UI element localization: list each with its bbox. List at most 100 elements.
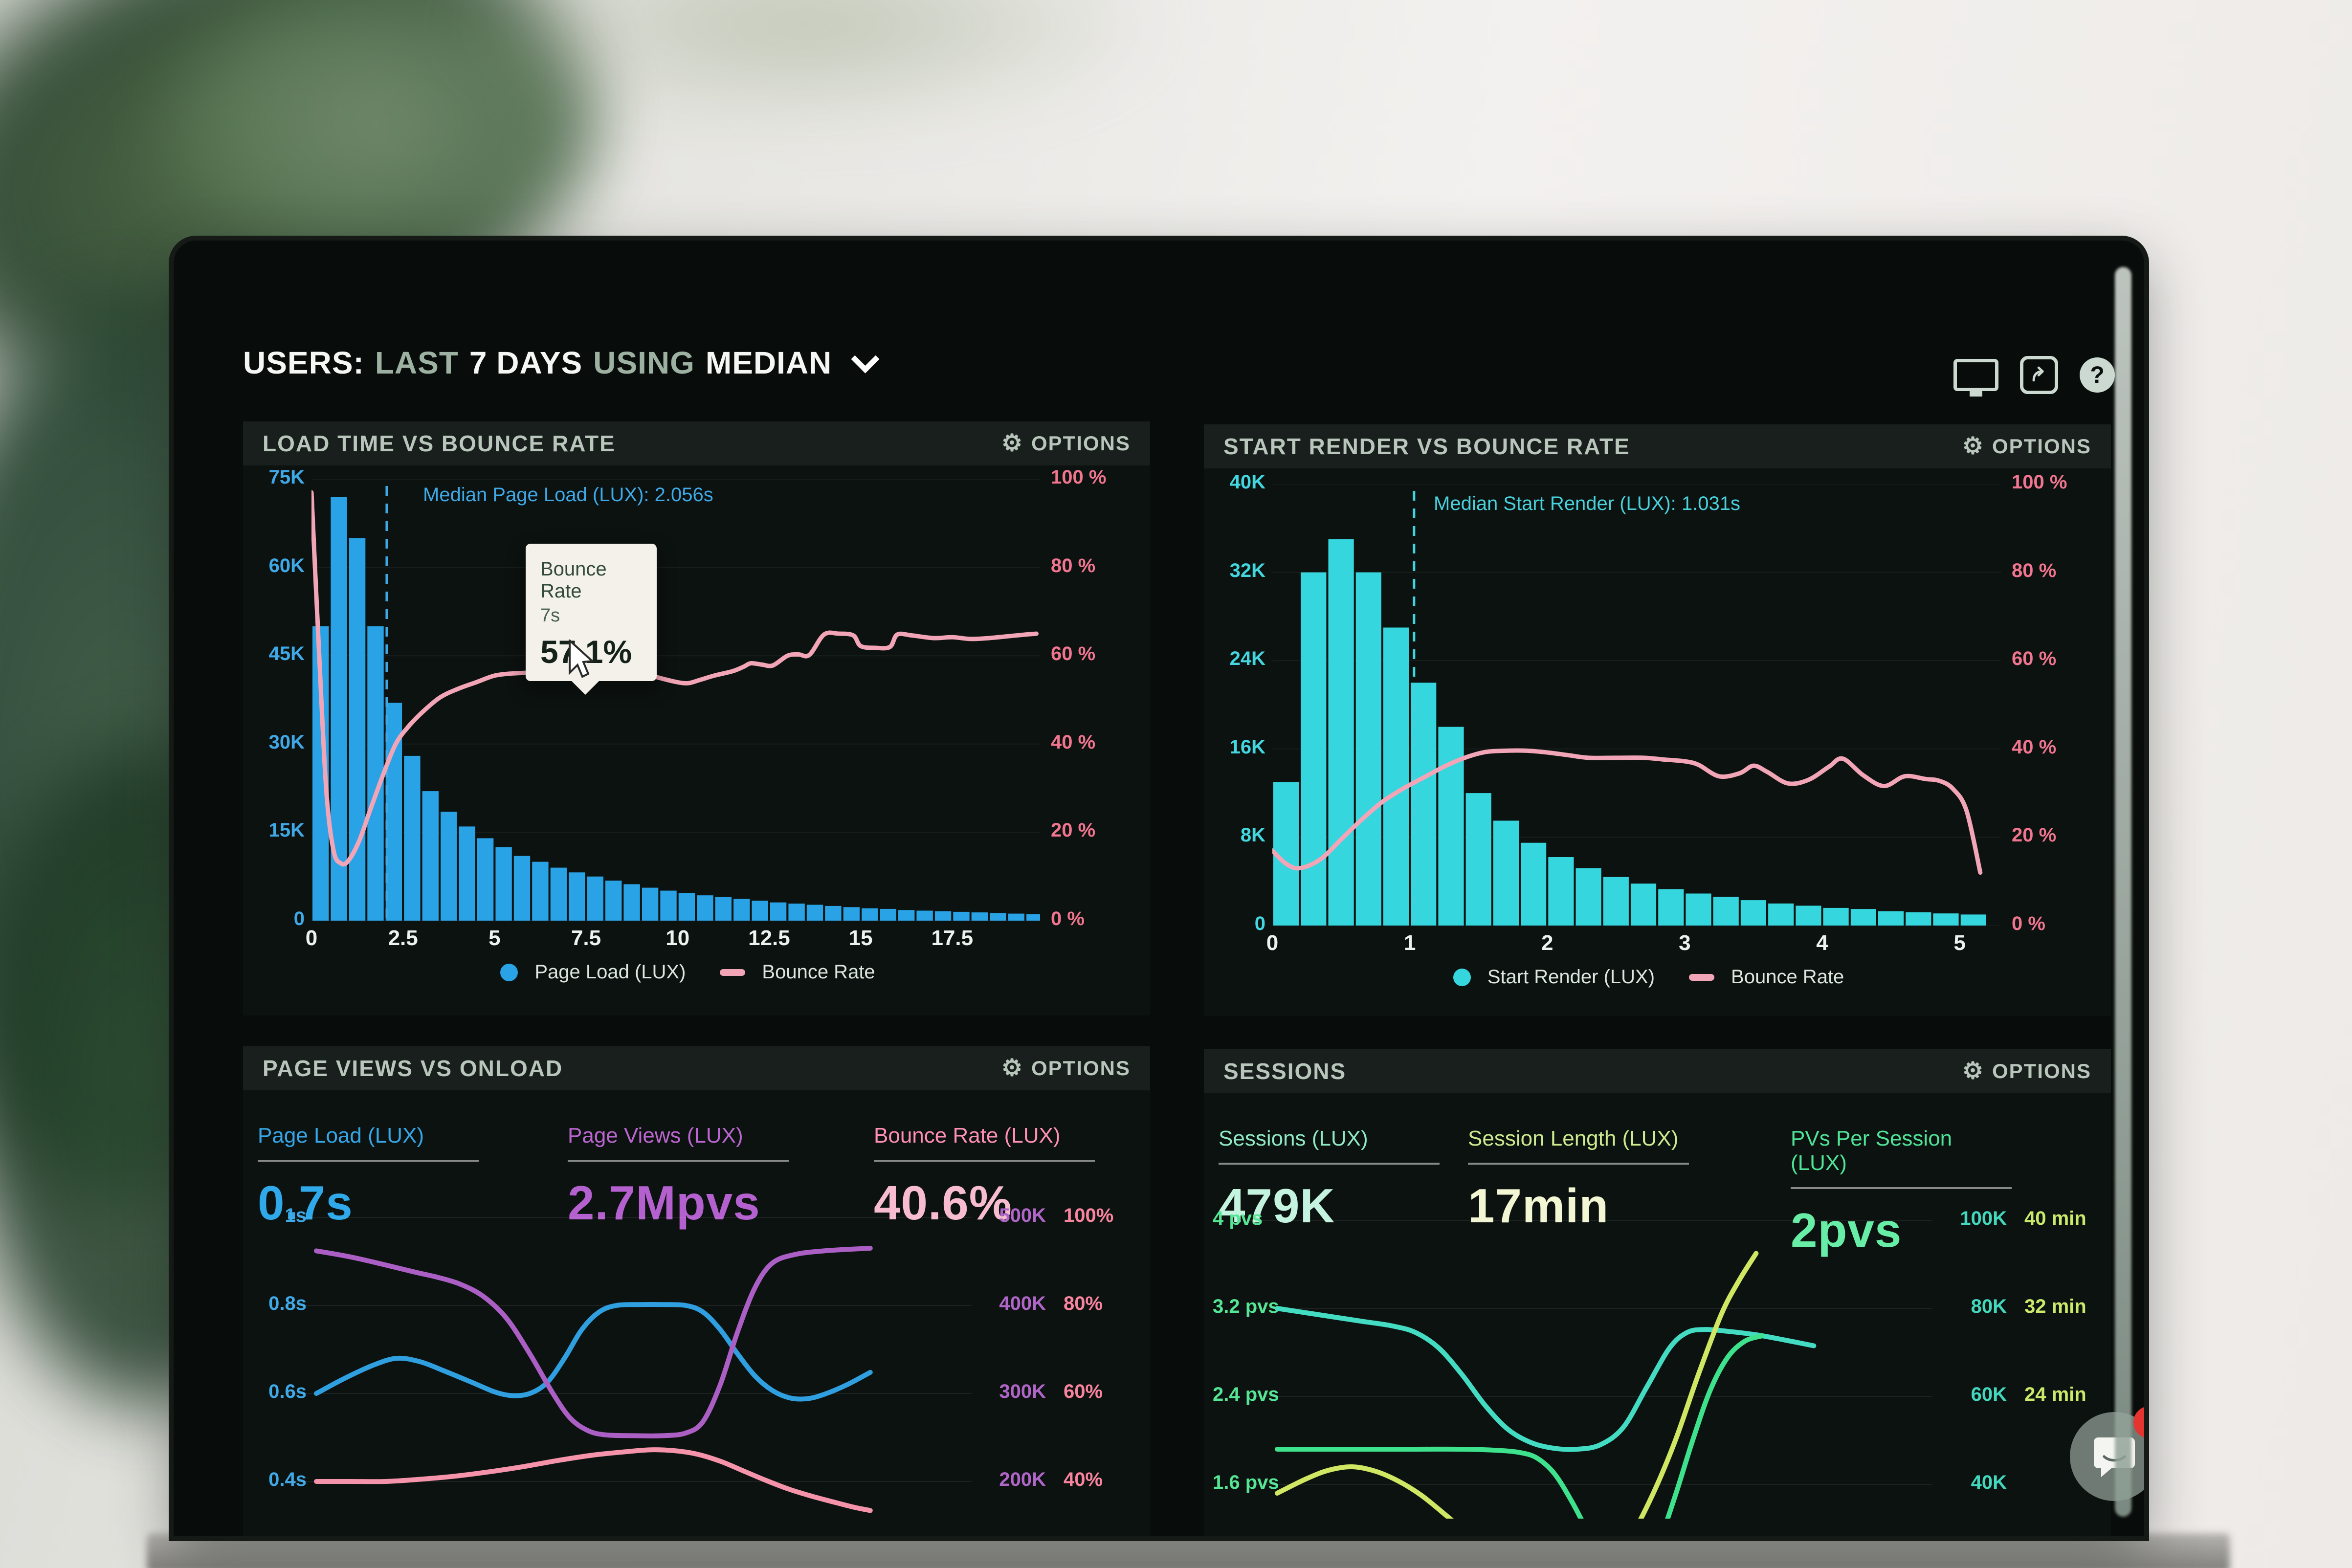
histogram-bar[interactable] — [1630, 883, 1657, 926]
histogram-bar[interactable] — [1878, 911, 1904, 926]
histogram-bar[interactable] — [495, 847, 512, 921]
histogram-bar[interactable] — [1960, 914, 1986, 926]
legend-label: Bounce Rate — [762, 961, 875, 983]
histogram-bar[interactable] — [1713, 897, 1739, 926]
histogram-bar[interactable] — [1906, 912, 1931, 926]
histogram-bar[interactable] — [862, 908, 878, 921]
histogram-bar[interactable] — [788, 904, 805, 921]
histogram-bar[interactable] — [349, 538, 366, 921]
histogram-bar[interactable] — [806, 905, 823, 921]
help-icon[interactable]: ? — [2080, 357, 2115, 393]
histogram-bar[interactable] — [623, 884, 640, 921]
histogram-bar[interactable] — [752, 901, 768, 921]
histogram-bar[interactable] — [1383, 627, 1409, 926]
histogram-bar[interactable] — [1796, 905, 1821, 926]
histogram-bar[interactable] — [880, 908, 896, 921]
histogram-bar[interactable] — [550, 867, 567, 921]
legend-dash-bounce-rate[interactable] — [1689, 973, 1715, 981]
histogram-bar[interactable] — [825, 905, 842, 921]
histogram-bar[interactable] — [367, 626, 384, 921]
series-line-k100[interactable] — [1275, 1306, 1817, 1452]
histogram-bar[interactable] — [953, 911, 970, 921]
histogram-bar[interactable] — [1686, 893, 1711, 926]
histogram-bar[interactable] — [587, 876, 603, 921]
series-line-sec[interactable] — [314, 1302, 873, 1402]
histogram-bar[interactable] — [459, 826, 475, 921]
metric-session-length[interactable]: Session Length (LUX) 17min — [1468, 1126, 1689, 1234]
histogram-bar[interactable] — [1658, 889, 1684, 926]
chevron-down-icon[interactable] — [851, 345, 880, 373]
bounce-rate-line[interactable] — [311, 490, 1039, 867]
histogram-bar[interactable] — [934, 911, 952, 921]
histogram-bar[interactable] — [733, 899, 750, 921]
axis-tick: 32 min — [2024, 1296, 2086, 1317]
histogram-bar[interactable] — [1521, 842, 1547, 926]
display-icon[interactable] — [1953, 359, 1998, 397]
metric-page-load[interactable]: Page Load (LUX) 0.7s — [258, 1124, 479, 1231]
histogram-plot[interactable] — [311, 479, 1040, 921]
metric-sessions[interactable]: Sessions (LUX) 479K — [1219, 1126, 1440, 1234]
options-button[interactable]: ⚙ OPTIONS — [1962, 435, 2091, 458]
metric-page-views[interactable]: Page Views (LUX) 2.7Mpvs — [568, 1124, 789, 1231]
dashboard-title[interactable]: USERS: LAST 7 DAYS USING MEDIAN — [243, 338, 880, 387]
histogram-bar[interactable] — [990, 913, 1006, 921]
options-button[interactable]: ⚙ OPTIONS — [1001, 1057, 1131, 1080]
series-line-k500[interactable] — [314, 1246, 873, 1438]
legend-dot-page-load[interactable] — [500, 963, 518, 981]
legend-label: Start Render (LUX) — [1487, 966, 1655, 988]
histogram-bar[interactable] — [404, 755, 421, 921]
axis-tick: 60 % — [1051, 643, 1096, 665]
series-line-min[interactable] — [1275, 1251, 1759, 1519]
line-chart-plot[interactable] — [287, 1193, 972, 1516]
histogram-bar[interactable] — [1008, 913, 1024, 921]
options-button[interactable]: ⚙ OPTIONS — [1962, 1060, 2091, 1083]
metric-value: 0.7s — [258, 1176, 353, 1230]
histogram-bar[interactable] — [642, 887, 659, 921]
histogram-bar[interactable] — [660, 890, 677, 921]
line-chart-plot[interactable] — [1248, 1196, 1932, 1519]
axis-tick: 60K — [268, 554, 305, 576]
x-axis-tick: 0 — [305, 926, 318, 950]
histogram-bar[interactable] — [697, 895, 713, 921]
histogram-bar[interactable] — [532, 861, 549, 921]
bounce-rate-line[interactable] — [1272, 748, 1983, 875]
share-icon[interactable] — [2020, 356, 2058, 394]
histogram-bar[interactable] — [843, 907, 860, 921]
histogram-bar[interactable] — [441, 812, 457, 921]
histogram-bar[interactable] — [513, 856, 531, 921]
histogram-bar[interactable] — [715, 897, 732, 921]
histogram-bar[interactable] — [569, 872, 585, 921]
histogram-bar[interactable] — [1768, 903, 1794, 926]
options-button[interactable]: ⚙ OPTIONS — [1001, 432, 1131, 455]
histogram-bar[interactable] — [1328, 539, 1354, 926]
histogram-bar[interactable] — [1465, 793, 1491, 926]
histogram-bar[interactable] — [1438, 727, 1464, 926]
histogram-bar[interactable] — [898, 910, 915, 921]
legend-dot-start-render[interactable] — [1453, 968, 1471, 986]
metric-pvs-per-session[interactable]: PVs Per Session (LUX) 2pvs — [1791, 1126, 2012, 1258]
histogram-bar[interactable] — [1355, 572, 1381, 926]
histogram-bar[interactable] — [1933, 913, 1959, 926]
histogram-bar[interactable] — [971, 912, 988, 921]
histogram-bar[interactable] — [916, 910, 933, 921]
histogram-bar[interactable] — [1850, 909, 1876, 926]
metric-bounce-rate[interactable]: Bounce Rate (LUX) 40.6% — [874, 1124, 1095, 1231]
histogram-bar[interactable] — [1548, 857, 1574, 926]
histogram-bar[interactable] — [1301, 572, 1327, 926]
histogram-bar[interactable] — [1411, 683, 1437, 926]
histogram-bar[interactable] — [1823, 907, 1849, 926]
histogram-bar[interactable] — [422, 791, 439, 921]
histogram-bar[interactable] — [1603, 877, 1629, 926]
histogram-bar[interactable] — [678, 893, 695, 921]
histogram-bar[interactable] — [1493, 820, 1519, 926]
legend-dash-bounce-rate[interactable] — [720, 969, 746, 976]
histogram-bar[interactable] — [477, 838, 494, 921]
series-line-pct[interactable] — [314, 1447, 873, 1513]
histogram-bar[interactable] — [1026, 914, 1040, 921]
series-line-pvs[interactable] — [1275, 1333, 1765, 1519]
histogram-bar[interactable] — [770, 902, 787, 921]
histogram-bar[interactable] — [1575, 868, 1601, 926]
histogram-bar[interactable] — [605, 881, 622, 921]
histogram-plot[interactable] — [1272, 484, 2001, 926]
histogram-bar[interactable] — [1740, 900, 1766, 926]
